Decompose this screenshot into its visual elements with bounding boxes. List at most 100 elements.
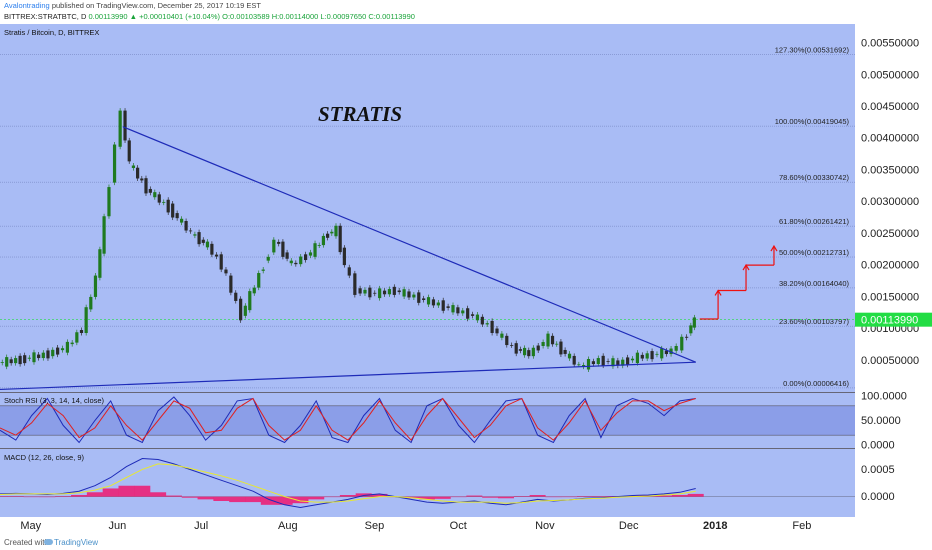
time-axis[interactable]: May Jun Jul Aug Sep Oct Nov Dec 2018 Feb bbox=[0, 517, 932, 535]
candle bbox=[417, 292, 421, 303]
macd-histogram-bar bbox=[118, 485, 135, 497]
candle bbox=[285, 252, 289, 259]
time-tick-label: Jul bbox=[194, 520, 208, 532]
macd-histogram-bar bbox=[102, 488, 119, 497]
fib-label: 50.00%(0.00212731) bbox=[779, 248, 850, 257]
candle bbox=[193, 234, 197, 236]
price-tick-label: 0.00300000 bbox=[861, 196, 919, 208]
symbol-info: BITTREX:STRATBTC, D 0.00113990 ▲ +0.0001… bbox=[4, 12, 415, 21]
author-link[interactable]: Avalontrading bbox=[4, 1, 50, 10]
macd-series-line bbox=[0, 457, 696, 509]
candle bbox=[563, 349, 567, 354]
macd-histogram-bar bbox=[23, 496, 40, 498]
candle bbox=[378, 288, 382, 299]
macd-histogram-bar bbox=[181, 496, 198, 498]
candle bbox=[37, 354, 41, 359]
candle bbox=[611, 358, 615, 367]
macd-histogram-bar bbox=[292, 496, 309, 504]
candle bbox=[18, 355, 22, 365]
candle bbox=[89, 296, 93, 310]
fib-label: 78.60%(0.00330742) bbox=[779, 173, 850, 182]
candle bbox=[243, 305, 247, 316]
candle bbox=[650, 351, 654, 360]
macd-histogram-bar bbox=[165, 495, 182, 497]
time-tick-label: Aug bbox=[278, 520, 298, 532]
candle bbox=[505, 335, 509, 346]
candle bbox=[162, 201, 166, 203]
fib-label: 100.00%(0.00419045) bbox=[775, 117, 850, 126]
macd-histogram-bar bbox=[418, 496, 435, 500]
price-pane[interactable]: 127.30%(0.00531692) 100.00%(0.00419045) 78… bbox=[0, 24, 855, 393]
macd-histogram-bar bbox=[687, 493, 704, 497]
candle bbox=[14, 358, 18, 364]
candle bbox=[461, 310, 465, 314]
candle bbox=[500, 333, 504, 338]
candle bbox=[577, 364, 581, 366]
candle bbox=[640, 354, 644, 359]
candle bbox=[75, 332, 79, 343]
candle bbox=[527, 350, 531, 357]
candle bbox=[201, 239, 205, 243]
candle bbox=[601, 355, 605, 366]
candle bbox=[308, 252, 313, 256]
candle bbox=[426, 297, 431, 305]
candle bbox=[60, 348, 65, 351]
candle bbox=[144, 178, 148, 194]
macd-histogram-bar bbox=[308, 496, 325, 500]
tradingview-logo-icon bbox=[44, 539, 53, 545]
candle bbox=[480, 316, 484, 325]
candle bbox=[299, 256, 303, 265]
candle bbox=[41, 352, 45, 359]
candle bbox=[692, 317, 696, 328]
candle bbox=[317, 245, 321, 246]
arrow-up-icon bbox=[714, 289, 722, 296]
fib-label: 127.30%(0.00531692) bbox=[775, 46, 850, 55]
candle bbox=[326, 233, 330, 238]
macd-histogram-bar bbox=[577, 496, 594, 497]
candle bbox=[98, 249, 102, 278]
candle bbox=[107, 187, 111, 217]
candle bbox=[536, 345, 540, 351]
candle bbox=[23, 355, 27, 364]
arrow-up-icon bbox=[742, 263, 750, 271]
candle bbox=[635, 352, 640, 364]
macd-histogram-bar bbox=[466, 495, 483, 497]
macd-tick-label: 0.0005 bbox=[861, 464, 895, 476]
chart-title: Stratis / Bitcoin, D, BITTREX bbox=[4, 28, 100, 37]
price-chart: 127.30%(0.00531692) 100.00%(0.00419045) 78… bbox=[0, 46, 855, 391]
macd-histogram-bar bbox=[71, 495, 88, 497]
candle bbox=[382, 290, 387, 295]
macd-histogram-bar bbox=[276, 496, 293, 505]
candle bbox=[645, 353, 649, 359]
candle bbox=[689, 325, 693, 334]
last-price-badge bbox=[855, 312, 932, 327]
candle bbox=[313, 243, 317, 257]
tradingview-brand-link[interactable]: TradingView bbox=[54, 538, 99, 547]
stoch-rsi-pane[interactable]: Stoch RSI (3, 3, 14, 14, close) bbox=[0, 393, 855, 449]
price-change: 0.00113990 ▲ +0.00010401 (+10.04%) bbox=[88, 12, 221, 21]
publish-info: Avalontrading published on TradingView.c… bbox=[4, 1, 261, 10]
time-tick-label: Sep bbox=[365, 520, 385, 532]
macd-pane[interactable]: MACD (12, 26, close, 9) bbox=[0, 449, 855, 518]
price-tick-label: 0.00050000 bbox=[861, 355, 919, 367]
candle bbox=[140, 178, 144, 181]
stoch-series-line bbox=[0, 397, 696, 441]
candle bbox=[510, 345, 514, 346]
macd-histogram-bar bbox=[450, 496, 467, 498]
candle bbox=[495, 328, 499, 334]
candle bbox=[586, 359, 591, 370]
candle bbox=[338, 225, 342, 253]
macd-histogram-bar bbox=[339, 495, 356, 497]
last-price-label: 0.00113990 bbox=[861, 315, 918, 327]
candle bbox=[197, 232, 201, 245]
candle bbox=[470, 314, 475, 316]
price-axis[interactable]: 0.00050000 0.00100000 0.00150000 0.00200000… bbox=[855, 24, 932, 517]
candle bbox=[397, 290, 401, 293]
macd-title: MACD (12, 26, close, 9) bbox=[4, 453, 85, 462]
macd-histogram-bar bbox=[260, 496, 277, 505]
candle bbox=[294, 262, 298, 265]
macd-chart bbox=[0, 457, 855, 509]
candle bbox=[621, 359, 625, 366]
candle bbox=[131, 165, 136, 169]
candle bbox=[555, 343, 559, 345]
